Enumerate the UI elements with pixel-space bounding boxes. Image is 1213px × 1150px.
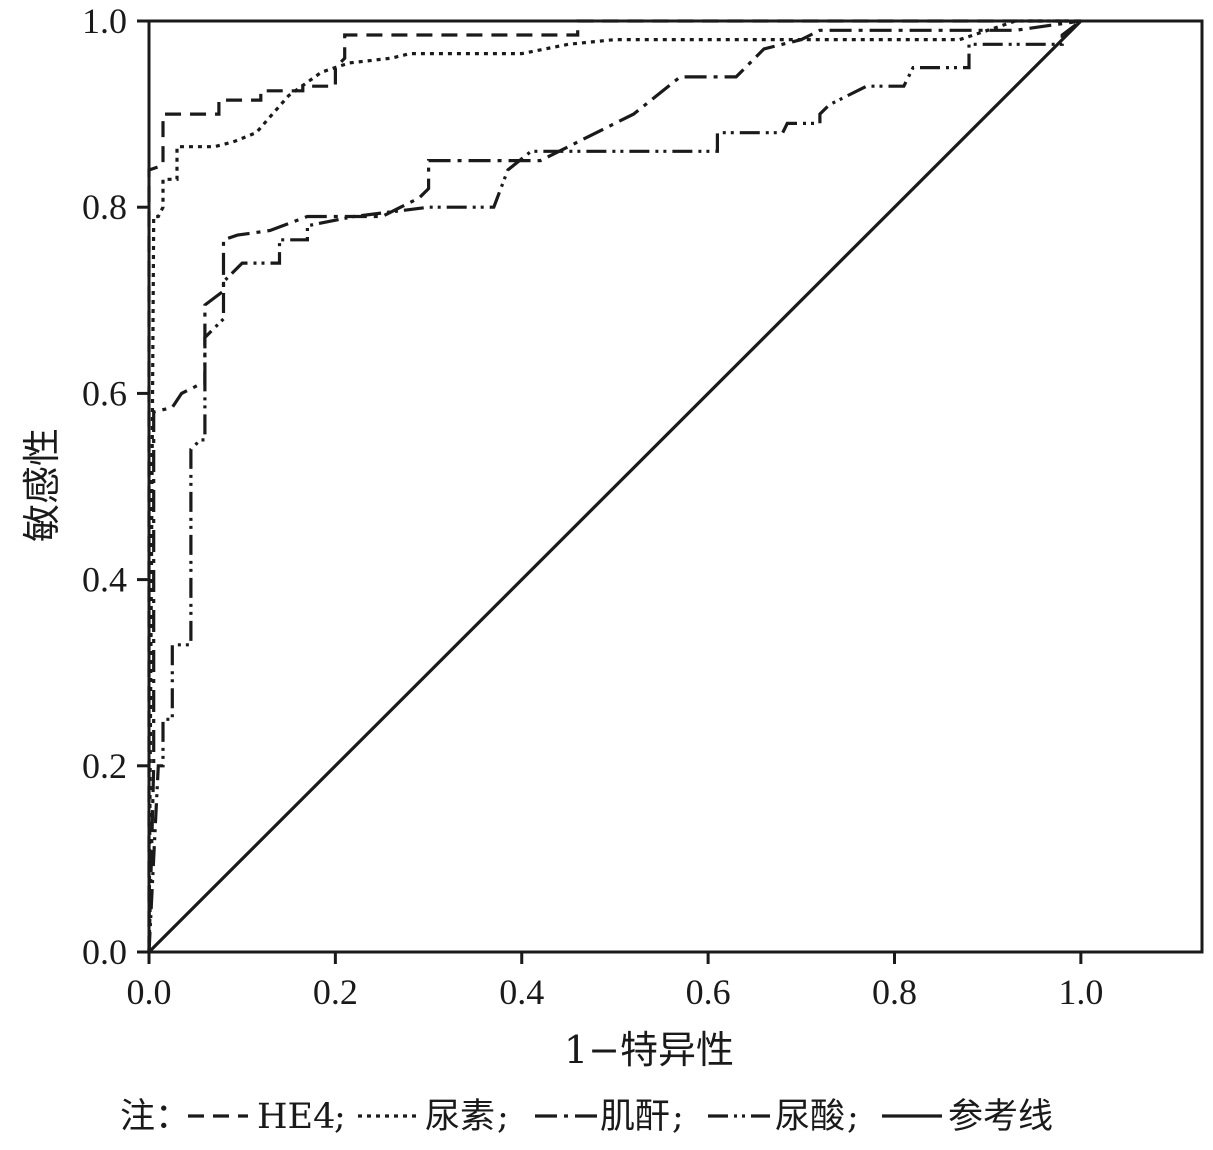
x-tick-label: 0.6 <box>686 972 731 1012</box>
legend-label-creatinine: 肌酐 <box>600 1097 670 1137</box>
legend-separator: ; <box>497 1097 509 1137</box>
legend-prefix: 注： <box>120 1097 190 1137</box>
y-tick-label: 0.0 <box>82 932 127 972</box>
x-tick-label: 1.0 <box>1058 972 1103 1012</box>
plot-frame <box>147 19 1204 954</box>
series-line-he4 <box>147 19 1081 952</box>
legend-label-he4: HE4 <box>257 1097 335 1137</box>
series-line-creatinine <box>147 19 1082 953</box>
x-tick-label: 0.4 <box>499 972 544 1012</box>
y-tick-label: 1.0 <box>82 1 127 41</box>
y-tick-label: 0.4 <box>82 560 127 600</box>
legend-separator: ; <box>847 1097 859 1137</box>
legend-label-reference: 参考线 <box>948 1097 1053 1137</box>
axis-ticks: 0.0 0.2 0.4 0.6 0.8 1.0 0.0 0.2 0.4 0.6 0.8 1.0 <box>82 1 1103 1012</box>
y-tick-label: 0.2 <box>82 746 127 786</box>
x-tick-label: 0.2 <box>313 972 358 1012</box>
x-tick-label: 0.8 <box>872 972 917 1012</box>
legend-separator: ; <box>672 1097 684 1137</box>
series-line-uric-acid <box>147 19 1082 953</box>
y-tick-label: 0.8 <box>82 187 127 227</box>
series-line-reference <box>147 19 1083 954</box>
x-tick-label: 0.0 <box>127 972 172 1012</box>
legend: 注： HE4 ; 尿素 ; 肌酐 ; 尿酸 ; 参考线 <box>120 1097 1053 1137</box>
y-axis-title: 敏感性 <box>20 428 64 542</box>
y-tick-label: 0.6 <box>82 373 127 413</box>
legend-separator: ; <box>334 1097 346 1137</box>
series-layer <box>147 19 1083 954</box>
legend-label-uric-acid: 尿酸 <box>775 1097 845 1137</box>
legend-label-urea: 尿素 <box>425 1097 495 1137</box>
x-axis-title: 1−特异性 <box>564 1028 734 1072</box>
